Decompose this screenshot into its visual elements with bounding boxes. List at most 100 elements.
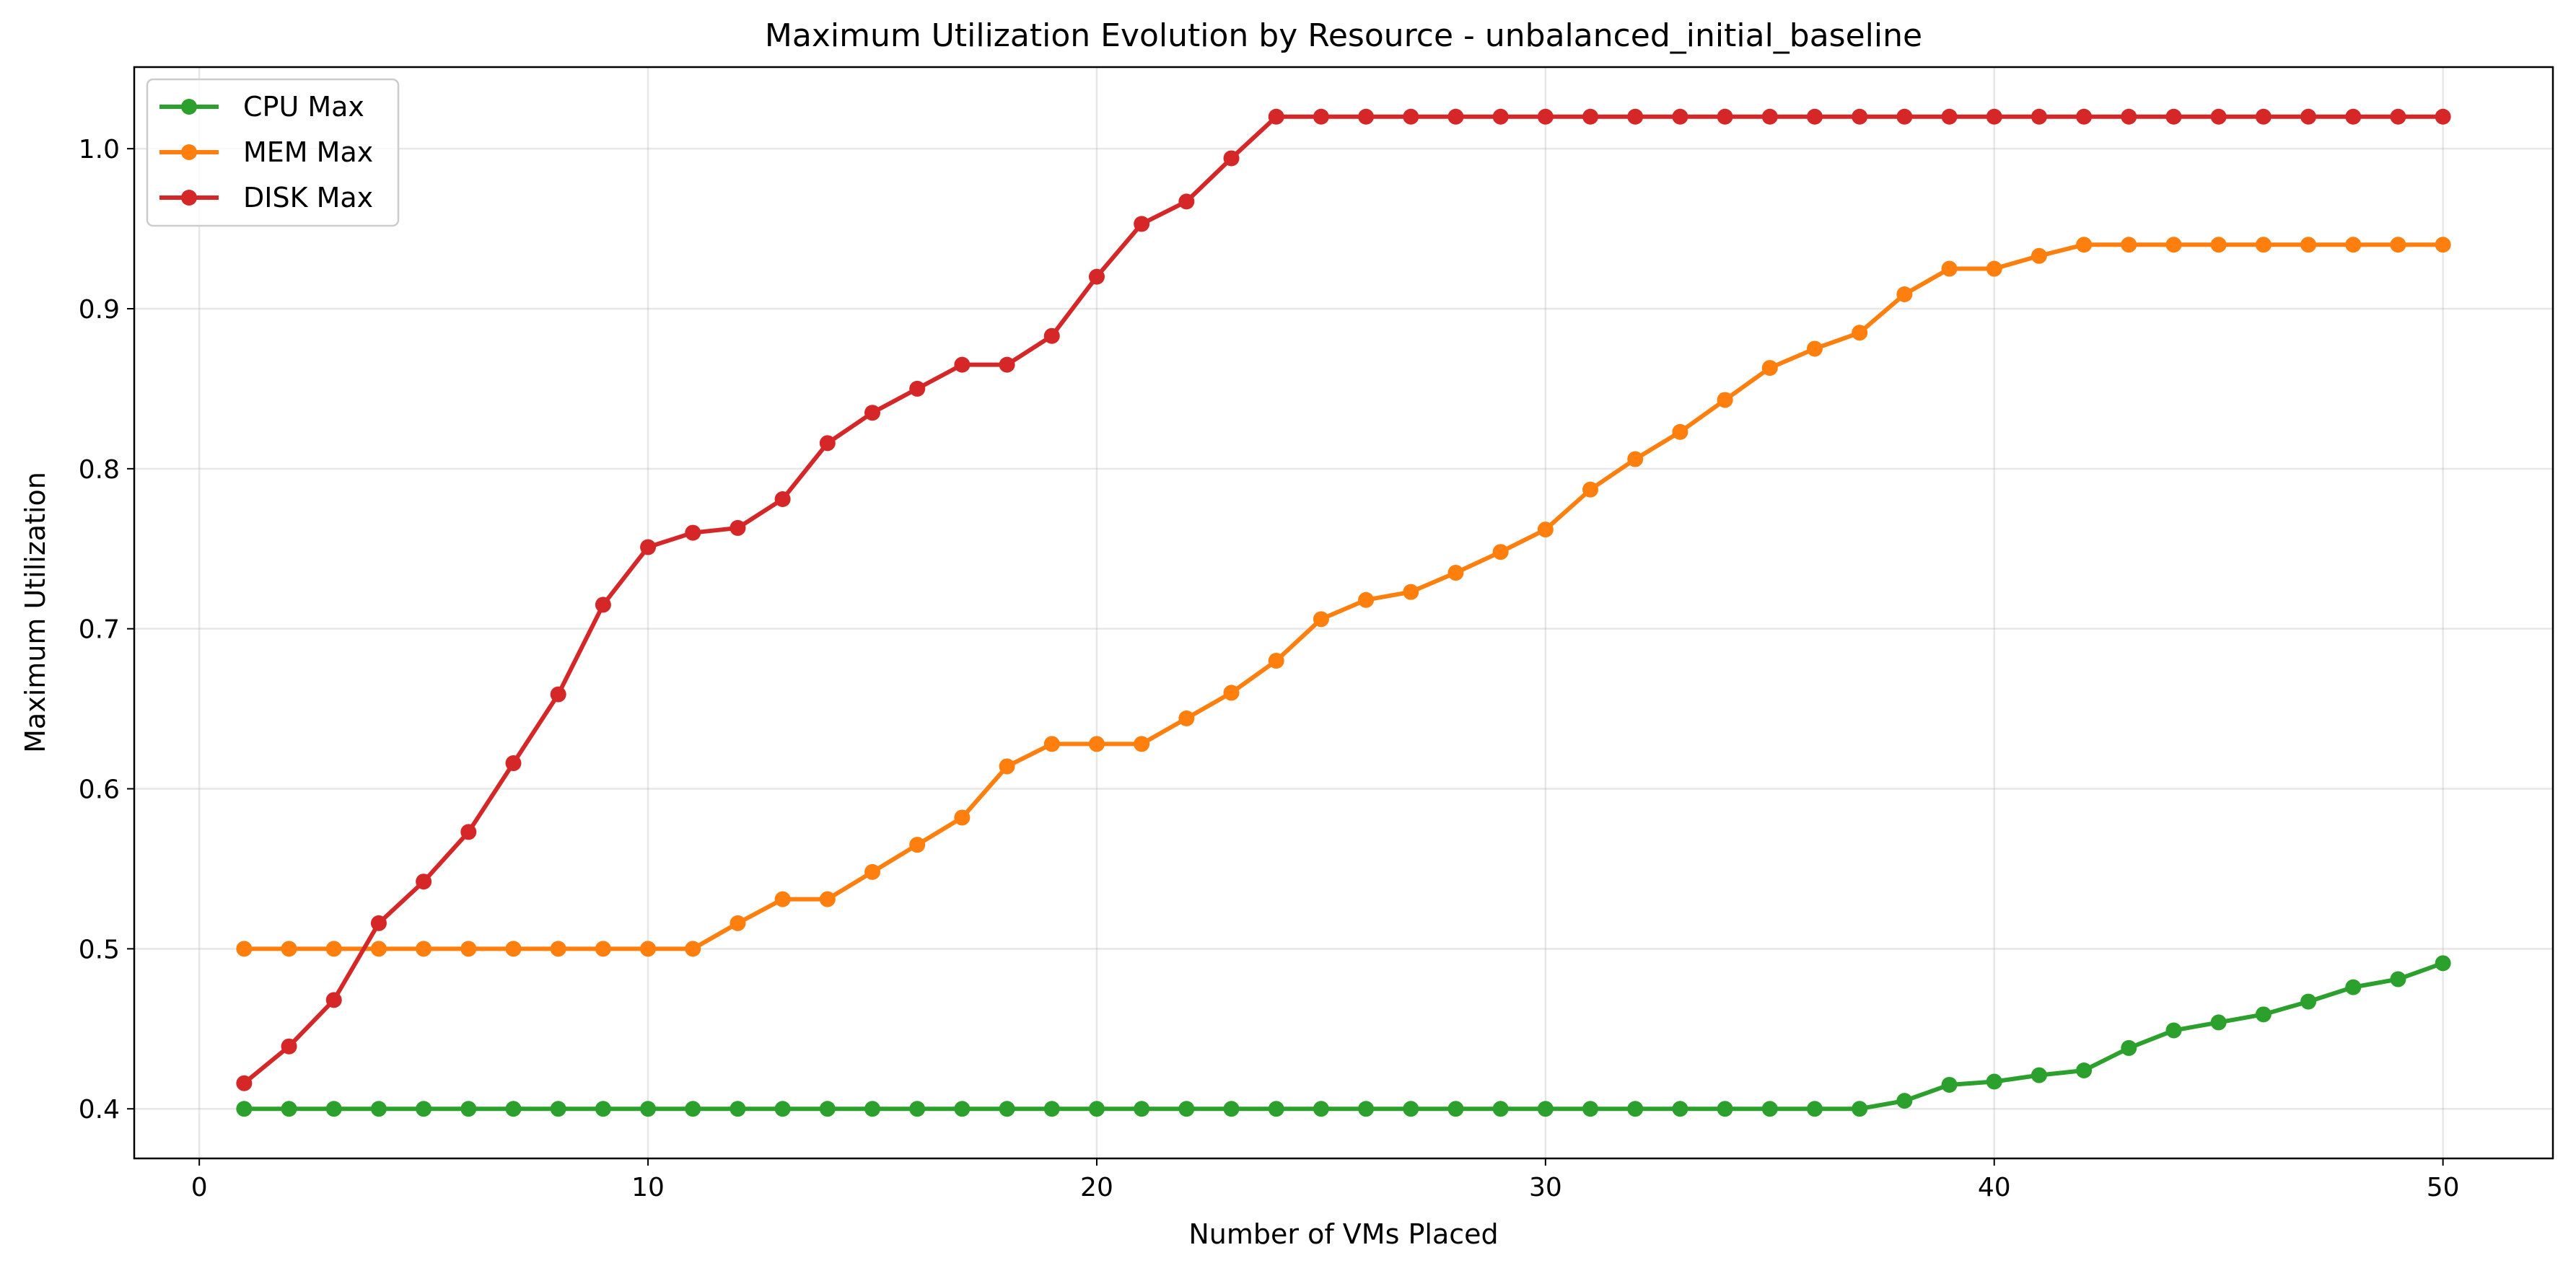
mem-max-point [550, 941, 566, 957]
cpu-max-point [1761, 1101, 1778, 1117]
y-tick-label: 0.4 [79, 1095, 120, 1125]
mem-max-point [2300, 237, 2317, 253]
cpu-max-point [909, 1101, 926, 1117]
cpu-max-point [236, 1101, 253, 1117]
disk-max-point [1268, 108, 1284, 125]
x-tick-label: 20 [1080, 1173, 1113, 1202]
disk-max-point [2300, 108, 2317, 125]
mem-max-point [1986, 260, 2002, 277]
mem-max-point [460, 941, 477, 957]
cpu-max-point [1537, 1101, 1554, 1117]
mem-max-point [595, 941, 611, 957]
mem-max-point [1717, 392, 1733, 408]
disk-max-point [2345, 108, 2362, 125]
y-tick-label: 0.8 [79, 455, 120, 485]
mem-max-point [1403, 584, 1419, 600]
disk-max-point [1043, 327, 1060, 344]
mem-max-point [1358, 591, 1375, 608]
disk-max-point [281, 1038, 297, 1055]
x-axis: 0 10 20 30 40 50 [191, 1158, 2460, 1202]
mem-max-point [819, 891, 836, 907]
disk-max-point [1717, 108, 1733, 125]
mem-max-point [909, 837, 926, 853]
cpu-max-point [685, 1101, 701, 1117]
disk-max-point [2121, 108, 2137, 125]
disk-max-point [1806, 108, 1823, 125]
cpu-max-point [819, 1101, 836, 1117]
legend-swatch-marker [181, 190, 197, 206]
disk-max-point [864, 405, 881, 421]
cpu-max-point [2030, 1067, 2047, 1083]
mem-max-point [2076, 237, 2093, 253]
legend-swatch-marker [181, 99, 197, 115]
plot-frame [133, 66, 2554, 1160]
cpu-max-point [505, 1101, 522, 1117]
disk-max-point [685, 524, 701, 541]
cpu-max-point [2435, 955, 2451, 972]
disk-max-point [1313, 108, 1329, 125]
disk-max-point [1088, 268, 1105, 285]
cpu-max-point [595, 1101, 611, 1117]
mem-max-point [1627, 451, 1644, 467]
disk-max-point [460, 824, 477, 840]
disk-max-point [1627, 108, 1644, 125]
legend-entry-cpu-max: CPU Max [159, 91, 364, 123]
cpu-max-point [370, 1101, 387, 1117]
y-axis-label: Maximum Utilization [19, 472, 51, 753]
x-tick-label: 40 [1978, 1173, 2011, 1202]
mem-max-point [1223, 685, 1240, 701]
x-axis-label: Number of VMs Placed [1188, 1218, 1498, 1250]
disk-max-point [1403, 108, 1419, 125]
disk-max-point [595, 597, 611, 613]
mem-max-point [1806, 340, 1823, 357]
mem-max-point [685, 941, 701, 957]
disk-max-point [1852, 108, 1868, 125]
disk-max-point [1896, 108, 1913, 125]
cpu-max-point [1852, 1101, 1868, 1117]
disk-max-point [774, 490, 791, 507]
cpu-max-point [1223, 1101, 1240, 1117]
mem-max-point [640, 941, 657, 957]
mem-max-point [236, 941, 253, 957]
cpu-max-point [1896, 1093, 1913, 1109]
disk-max-point [1761, 108, 1778, 125]
cpu-max-point [1358, 1101, 1375, 1117]
cpu-max-point [2345, 979, 2362, 995]
cpu-max-point [2121, 1039, 2137, 1056]
x-tick-label: 10 [631, 1173, 665, 1202]
mem-max-point [1178, 710, 1195, 726]
legend-entry-mem-max: MEM Max [159, 136, 373, 168]
cpu-max-point [864, 1101, 881, 1117]
cpu-max-point [1941, 1076, 1958, 1093]
y-axis: 0.4 0.5 0.6 0.7 0.8 0.9 1.0 [79, 135, 134, 1125]
mem-max-point [1492, 544, 1509, 560]
legend-entry-disk-max: DISK Max [159, 182, 373, 214]
disk-max-point [1941, 108, 1958, 125]
cpu-max-point [1178, 1101, 1195, 1117]
mem-max-point [1672, 423, 1688, 440]
mem-max-point [2390, 237, 2406, 253]
cpu-max-point [2210, 1014, 2227, 1031]
disk-max-point [1447, 108, 1464, 125]
cpu-max-point [640, 1101, 657, 1117]
disk-max-point [325, 992, 342, 1008]
cpu-max-point [1717, 1101, 1733, 1117]
mem-max-point [416, 941, 432, 957]
cpu-max-point [281, 1101, 297, 1117]
disk-max-point [416, 874, 432, 890]
mem-max-point [1582, 481, 1599, 498]
disk-max-point [2390, 108, 2406, 125]
disk-max-point [1223, 150, 1240, 167]
x-tick-label: 30 [1529, 1173, 1562, 1202]
disk-max-point [999, 356, 1015, 373]
disk-max-point [909, 380, 926, 397]
mem-max-point [999, 758, 1015, 775]
cpu-max-point [325, 1101, 342, 1117]
y-tick-label: 0.7 [79, 615, 120, 645]
mem-max-point [1761, 360, 1778, 377]
series-layer [236, 108, 2451, 1117]
mem-max-point [2345, 237, 2362, 253]
disk-max-point [954, 356, 971, 373]
